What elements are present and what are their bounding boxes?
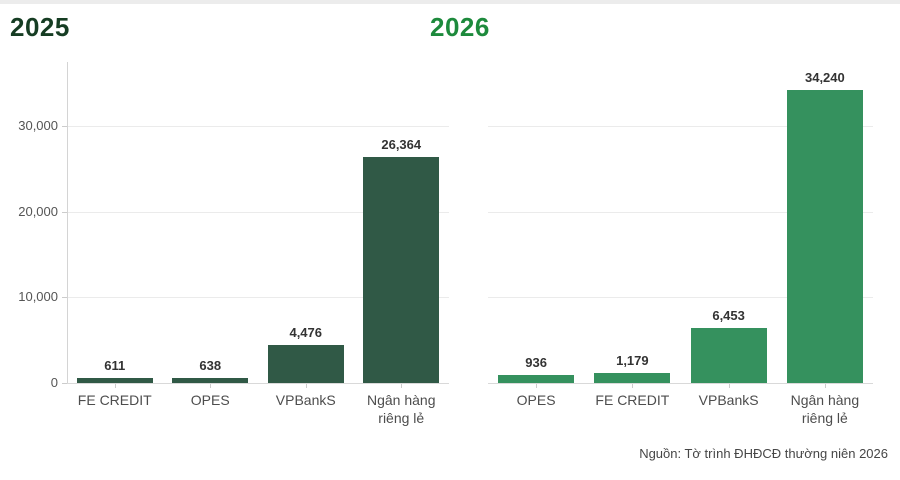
bar-value-label: 6,453 <box>712 307 745 323</box>
y-axis-tick <box>62 383 67 384</box>
category-tick <box>536 384 538 388</box>
x-axis-baseline <box>488 383 873 384</box>
category-tick <box>114 384 116 388</box>
bar-2026-3 <box>786 89 863 383</box>
category-tick <box>824 384 826 388</box>
category-label: OPES <box>516 392 556 408</box>
bar-2026-1 <box>594 372 671 383</box>
category-label: FE CREDIT <box>77 392 152 408</box>
bar-value-label: 26,364 <box>381 137 422 153</box>
bar-value-label: 611 <box>104 357 126 373</box>
category-label: FE CREDIT <box>595 392 670 408</box>
gridline <box>488 126 873 128</box>
category-tick <box>401 384 403 388</box>
bar-2025-2 <box>267 344 344 383</box>
category-tick <box>728 384 730 388</box>
y-axis-tick <box>62 297 67 299</box>
gridline <box>67 126 449 128</box>
bar-value-label: 34,240 <box>804 69 845 85</box>
y-axis-tick <box>62 126 67 128</box>
gridline <box>67 211 449 213</box>
bar-value-label: 936 <box>525 354 547 370</box>
y-axis-tick-label: 20,000 <box>18 203 58 219</box>
bar-value-label: 1,179 <box>616 352 649 368</box>
category-label: VPBankS <box>275 392 336 408</box>
y-axis-tick-label: 10,000 <box>18 289 58 305</box>
category-label: VPBankS <box>698 392 759 408</box>
top-strip <box>0 0 900 4</box>
bar-value-label: 4,476 <box>289 324 323 340</box>
source-note: Nguồn: Tờ trình ĐHĐCĐ thường niên 2026 <box>639 446 888 461</box>
bar-2025-3 <box>363 157 440 383</box>
y-axis-tick-label: 0 <box>50 375 58 390</box>
y-axis-line <box>67 62 68 383</box>
bar-2025-1 <box>172 377 249 383</box>
x-axis-baseline <box>67 383 449 384</box>
bar-2025-0 <box>76 377 153 383</box>
category-tick <box>305 384 307 388</box>
category-label: Ngân hàng riêng lẻ <box>790 392 860 426</box>
category-tick <box>632 384 634 388</box>
category-label: OPES <box>190 392 230 408</box>
gridline <box>488 211 873 213</box>
panel-title-2025: 2025 <box>10 12 70 42</box>
panel-title-2026: 2026 <box>430 12 490 42</box>
gridline <box>67 297 449 299</box>
bar-2026-0 <box>498 374 575 383</box>
y-axis-tick-label: 30,000 <box>18 118 58 134</box>
gridline <box>488 297 873 299</box>
bar-value-label: 638 <box>199 357 222 373</box>
y-axis-tick <box>62 211 67 213</box>
category-label: Ngân hàng riêng lẻ <box>366 392 436 426</box>
category-tick <box>210 384 212 388</box>
bar-2026-2 <box>690 327 767 383</box>
